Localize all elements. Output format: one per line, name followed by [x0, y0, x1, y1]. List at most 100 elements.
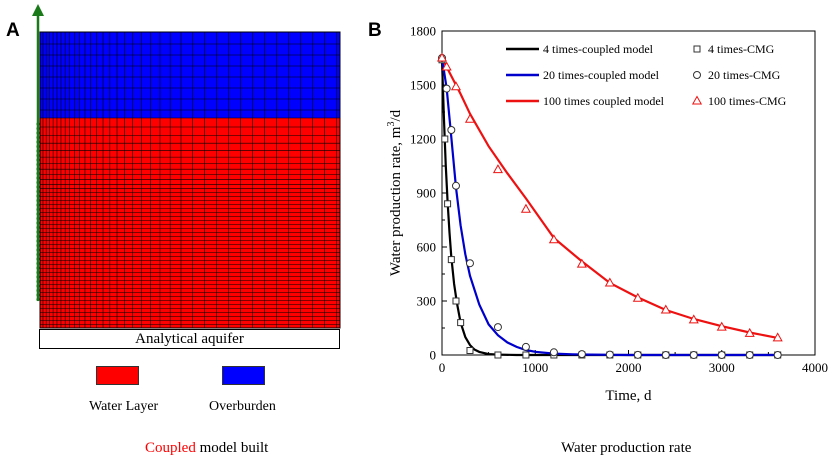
data-point-circle: [447, 126, 456, 134]
well-perforation-dot: [36, 270, 40, 275]
well-perforation-dot: [36, 194, 40, 198]
caption-rest: model built: [195, 440, 269, 456]
data-point-triangle: [660, 304, 671, 314]
well-perforation-dot: [36, 266, 40, 270]
well-perforation-dot: [36, 248, 40, 252]
well-perforation-dot: [36, 149, 40, 153]
data-point-circle: [605, 350, 614, 359]
grid-border: [39, 31, 341, 329]
panel-b-caption: Water production rate: [561, 440, 692, 456]
panel-b-letter: B: [368, 20, 382, 41]
water-layer-swatch: [96, 366, 139, 385]
well-perforation-dot: [36, 122, 40, 126]
x-tick-label: 0: [439, 360, 446, 375]
overburden-label: Overburden: [209, 399, 276, 414]
panel-a-caption: Coupled model built: [145, 440, 268, 457]
data-point-circle: [717, 351, 726, 359]
well-perforation-dot: [36, 279, 40, 284]
y-tick-label: 600: [417, 240, 437, 255]
legend-label: 4 times-CMG: [708, 42, 775, 56]
well-perforation-dot: [36, 284, 40, 288]
well-perforation-dot: [36, 162, 40, 167]
data-point-circle: [442, 84, 451, 93]
data-point-triangle: [548, 234, 559, 244]
well-arrow-head: [32, 4, 44, 16]
data-point-triangle: [436, 52, 448, 62]
well-perforation-dot: [36, 243, 40, 248]
well-perforation-dot: [36, 144, 40, 149]
well-perforation-dot: [36, 171, 40, 176]
data-point-triangle: [450, 81, 462, 91]
data-point-square: [457, 319, 465, 327]
well-perforation-dot: [36, 140, 40, 144]
data-point-triangle: [576, 258, 587, 268]
data-point-square: [441, 135, 449, 143]
well-perforation-dot: [36, 261, 40, 266]
legend-marker-sample: [691, 95, 703, 105]
well-perforation-dot: [36, 158, 40, 162]
grid-lines: [39, 32, 340, 328]
well-perforation-dot: [36, 297, 40, 302]
well-perforation-dot: [36, 167, 40, 171]
y-tick-label: 300: [417, 294, 437, 309]
x-tick-label: 4000: [802, 360, 828, 375]
data-point-circle: [521, 342, 530, 351]
data-point-triangle: [604, 277, 615, 287]
y-axis-title: Water production rate, m3/d: [386, 109, 404, 276]
overburden-swatch: [222, 366, 265, 385]
data-point-triangle: [744, 327, 755, 337]
well-perforation-dot: [36, 207, 40, 212]
well-perforation-dot: [36, 180, 40, 185]
legend-label: 100 times coupled model: [543, 94, 665, 108]
data-point-circle: [577, 350, 586, 359]
data-point-triangle: [688, 314, 699, 324]
x-tick-label: 2000: [616, 360, 642, 375]
y-tick-label: 1800: [410, 24, 436, 39]
well-perforation-dot: [36, 275, 40, 279]
well-perforation-dot: [36, 216, 40, 221]
well-perforation-dot: [36, 234, 40, 239]
well-perforation-dot: [36, 189, 40, 194]
well-perforation-dot: [36, 198, 40, 203]
well-perforation-dot: [36, 135, 40, 140]
x-tick-label: 3000: [709, 360, 735, 375]
water-layer-label: Water Layer: [89, 399, 159, 414]
data-point-circle: [689, 351, 698, 359]
data-point-square: [444, 200, 452, 208]
well-perforation-dot: [36, 126, 40, 131]
data-point-square: [447, 256, 455, 264]
well-perforation-dot: [36, 225, 40, 230]
data-point-circle: [493, 323, 502, 332]
well-perforation-dot: [36, 203, 40, 207]
series-line-1: [440, 57, 778, 357]
data-point-circle: [661, 351, 670, 359]
data-point-triangle: [441, 61, 452, 71]
well-perforation-dot: [36, 293, 40, 297]
analytical-aquifer-box: Analytical aquifer: [39, 329, 340, 349]
data-point-circle: [465, 259, 474, 268]
data-point-triangle: [632, 292, 643, 302]
legend-marker-sample: [693, 71, 701, 79]
data-point-square: [452, 297, 460, 305]
well-perforation-dot: [36, 176, 40, 180]
data-point-circle: [745, 351, 754, 359]
data-point-triangle: [716, 321, 727, 331]
well-perforation-dot: [36, 131, 40, 135]
well-perforation-dot: [36, 257, 40, 261]
y-tick-label: 1200: [410, 132, 436, 147]
data-point-square: [522, 351, 530, 359]
data-point-circle: [773, 351, 782, 359]
well-perforation-dot: [36, 288, 40, 293]
well-perforation-dot: [36, 221, 40, 225]
well-perforation-dot: [36, 252, 40, 257]
data-point-triangle: [520, 203, 531, 213]
well-perforation-dot: [36, 230, 40, 234]
well-perforation-dot: [36, 212, 40, 216]
x-tick-label: 1000: [522, 360, 548, 375]
panel-a-letter: A: [6, 20, 20, 41]
data-point-square: [494, 351, 502, 359]
y-tick-label: 1500: [410, 78, 436, 93]
well-perforation-dot: [36, 239, 40, 243]
